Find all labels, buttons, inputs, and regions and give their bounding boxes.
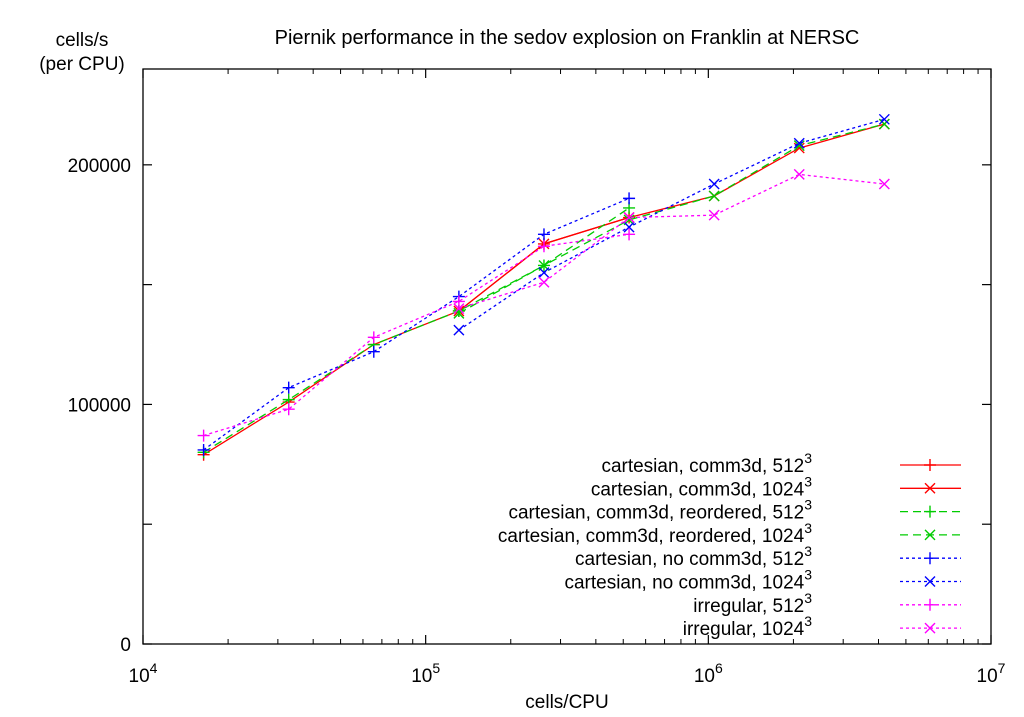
legend-label: cartesian, comm3d, 10243	[591, 473, 812, 500]
data-point	[623, 212, 635, 224]
legend-label: cartesian, no comm3d, 10243	[564, 567, 812, 594]
x-tick-label: 105	[411, 660, 440, 687]
series-line	[458, 123, 885, 314]
legend-label: cartesian, no comm3d, 5123	[575, 543, 812, 570]
series-6	[453, 113, 890, 336]
series-5	[197, 192, 636, 456]
data-point	[367, 331, 380, 344]
x-tick-label: 107	[977, 660, 1006, 687]
x-axis-label: cells/CPU	[525, 692, 608, 713]
data-point	[878, 178, 890, 190]
data-point	[197, 443, 210, 456]
series-line	[203, 197, 630, 451]
data-point	[924, 576, 936, 587]
series-4	[453, 118, 890, 319]
legend-label: irregular, 10243	[683, 613, 812, 640]
y-axis-label-line2: (per CPU)	[39, 54, 125, 75]
series-3	[197, 201, 636, 459]
data-point	[197, 429, 210, 442]
data-point	[924, 459, 936, 471]
series-line	[458, 123, 885, 312]
data-point	[878, 113, 890, 125]
legend-label: cartesian, comm3d, reordered, 5123	[508, 497, 812, 524]
data-point	[623, 221, 635, 233]
y-tick-label: 100000	[68, 395, 131, 416]
data-point	[623, 228, 636, 241]
data-point	[367, 345, 380, 358]
x-tick-label: 106	[694, 660, 723, 687]
series-line	[458, 173, 885, 310]
series-line	[458, 118, 885, 331]
data-point	[708, 190, 720, 202]
data-point	[924, 529, 936, 541]
data-point	[924, 482, 936, 494]
series-8	[453, 168, 890, 315]
data-point	[878, 118, 890, 130]
series-line	[203, 233, 630, 437]
data-point	[537, 240, 550, 253]
data-point	[924, 598, 936, 611]
x-tick-label: 104	[129, 660, 158, 687]
y-tick-label: 200000	[68, 156, 131, 177]
series-line	[203, 216, 630, 456]
data-point	[282, 403, 295, 416]
data-point	[793, 168, 805, 180]
data-point	[623, 192, 636, 205]
data-point	[538, 276, 550, 288]
series-7	[197, 228, 636, 442]
legend-label: cartesian, comm3d, reordered, 10243	[498, 520, 812, 547]
data-point	[453, 303, 465, 315]
data-point	[537, 228, 550, 241]
legend-label: irregular, 5123	[693, 590, 812, 617]
data-point	[453, 324, 465, 336]
data-point	[452, 295, 465, 308]
data-point	[708, 178, 720, 190]
y-axis-label-line1: cells/s	[56, 30, 109, 51]
series-2	[453, 118, 890, 317]
legend-label: cartesian, comm3d, 5123	[601, 450, 812, 477]
data-point	[924, 552, 936, 565]
data-point	[282, 381, 295, 394]
plot-frame	[142, 68, 992, 645]
data-point	[924, 505, 936, 518]
y-tick-label: 0	[120, 635, 131, 656]
data-point	[538, 267, 550, 279]
data-point	[453, 307, 465, 319]
data-point	[924, 622, 936, 634]
chart-title: Piernik performance in the sedov explosi…	[275, 27, 860, 49]
data-point	[708, 209, 720, 221]
data-point	[793, 137, 805, 149]
series-line	[203, 207, 630, 453]
